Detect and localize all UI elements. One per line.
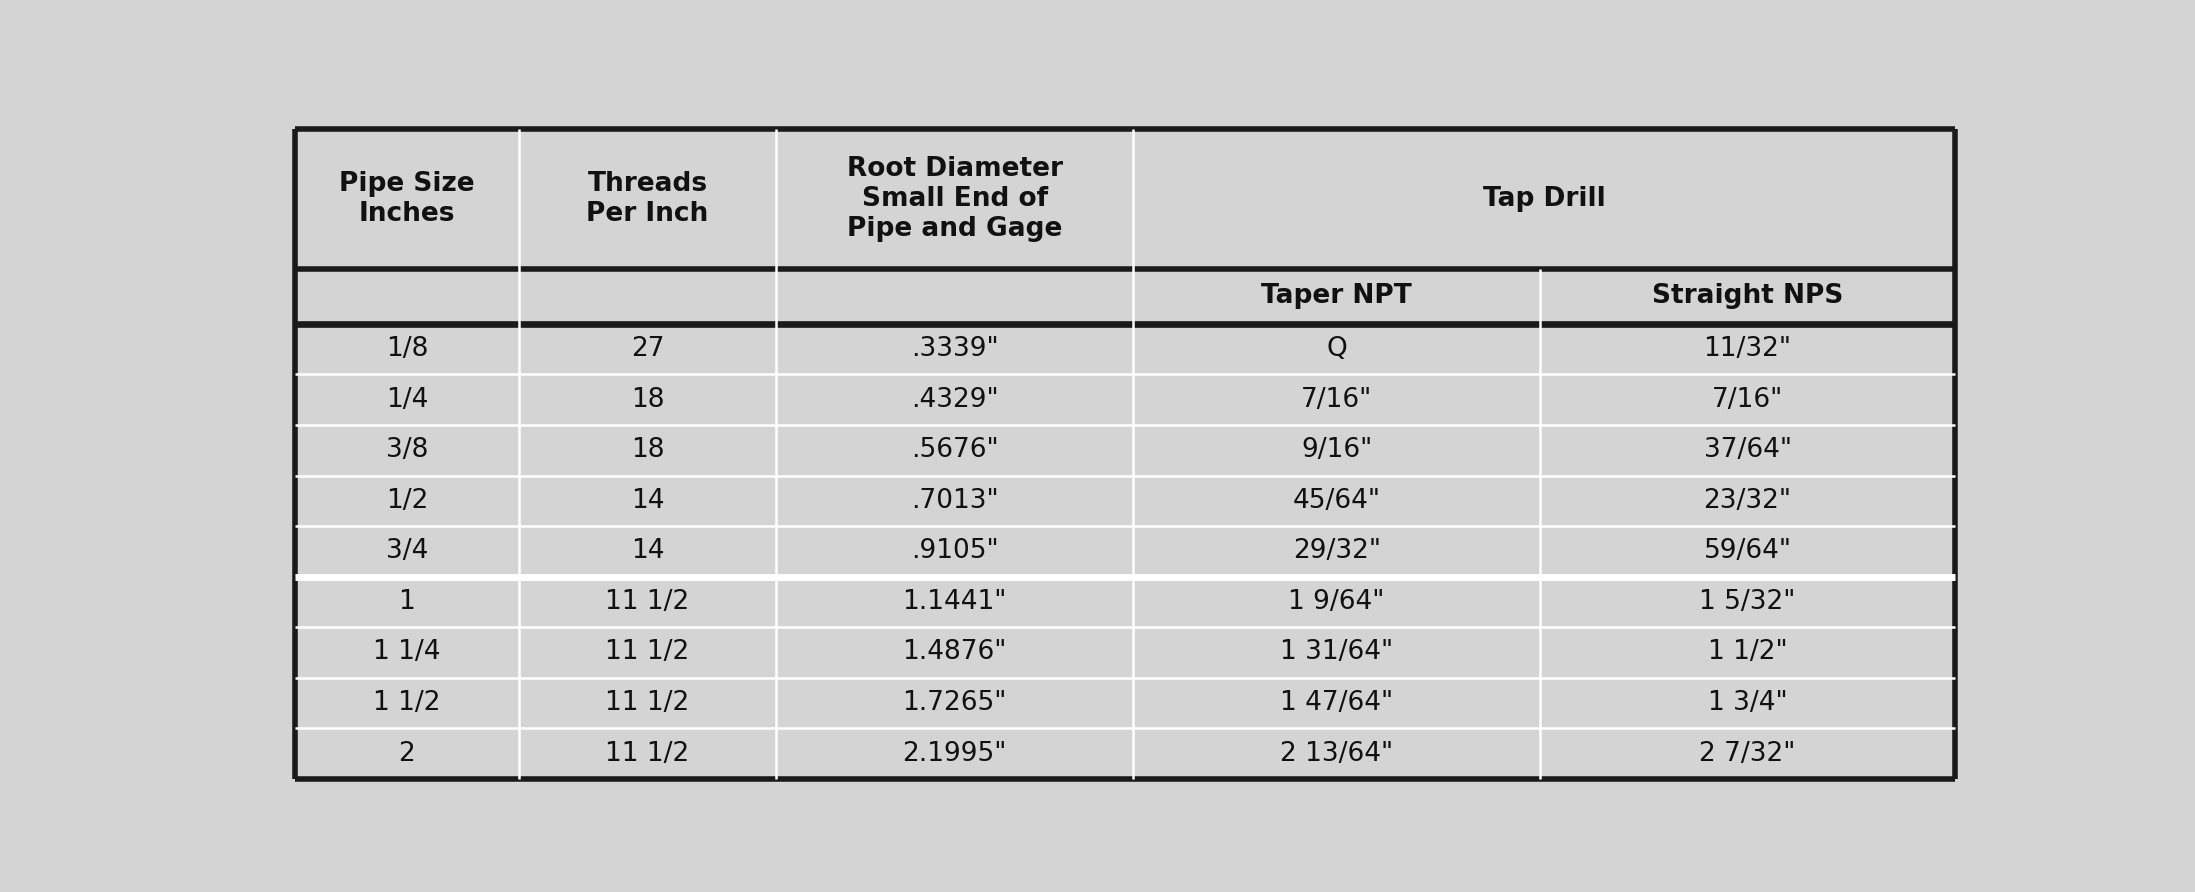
Text: 1 1/2": 1 1/2" bbox=[1708, 640, 1787, 665]
Text: 14: 14 bbox=[630, 539, 665, 565]
Text: 3/8: 3/8 bbox=[386, 437, 428, 463]
Text: 7/16": 7/16" bbox=[1712, 387, 1782, 413]
Text: 1 1/4: 1 1/4 bbox=[373, 640, 441, 665]
Text: 1: 1 bbox=[399, 589, 415, 615]
Text: .9105": .9105" bbox=[911, 539, 999, 565]
Text: Taper NPT: Taper NPT bbox=[1262, 284, 1411, 310]
Text: Threads
Per Inch: Threads Per Inch bbox=[586, 171, 709, 227]
Text: 59/64": 59/64" bbox=[1703, 539, 1791, 565]
Text: Pipe Size
Inches: Pipe Size Inches bbox=[338, 171, 474, 227]
Text: Root Diameter
Small End of
Pipe and Gage: Root Diameter Small End of Pipe and Gage bbox=[847, 156, 1062, 242]
Text: 14: 14 bbox=[630, 488, 665, 514]
Text: 18: 18 bbox=[630, 387, 665, 413]
Text: 11 1/2: 11 1/2 bbox=[606, 640, 689, 665]
Text: .5676": .5676" bbox=[911, 437, 999, 463]
Text: 1/8: 1/8 bbox=[386, 336, 428, 362]
Text: 11 1/2: 11 1/2 bbox=[606, 589, 689, 615]
Text: 2 13/64": 2 13/64" bbox=[1280, 740, 1394, 766]
Text: 1/2: 1/2 bbox=[386, 488, 428, 514]
Text: 1/4: 1/4 bbox=[386, 387, 428, 413]
Text: 11/32": 11/32" bbox=[1703, 336, 1791, 362]
Text: 27: 27 bbox=[630, 336, 665, 362]
Text: 37/64": 37/64" bbox=[1703, 437, 1791, 463]
Text: 1 5/32": 1 5/32" bbox=[1699, 589, 1796, 615]
Text: .3339": .3339" bbox=[911, 336, 999, 362]
Text: 11 1/2: 11 1/2 bbox=[606, 740, 689, 766]
Text: 1 47/64": 1 47/64" bbox=[1280, 690, 1394, 716]
Text: 23/32": 23/32" bbox=[1703, 488, 1791, 514]
Text: Q: Q bbox=[1326, 336, 1348, 362]
Text: 1 1/2: 1 1/2 bbox=[373, 690, 441, 716]
Text: 1 3/4": 1 3/4" bbox=[1708, 690, 1787, 716]
Text: 1.1441": 1.1441" bbox=[902, 589, 1008, 615]
Text: .4329": .4329" bbox=[911, 387, 999, 413]
Text: 1.7265": 1.7265" bbox=[902, 690, 1008, 716]
Text: 2 7/32": 2 7/32" bbox=[1699, 740, 1796, 766]
Text: 7/16": 7/16" bbox=[1302, 387, 1372, 413]
Text: 3/4: 3/4 bbox=[386, 539, 428, 565]
Text: .7013": .7013" bbox=[911, 488, 999, 514]
Text: 45/64": 45/64" bbox=[1293, 488, 1381, 514]
Text: 18: 18 bbox=[630, 437, 665, 463]
Text: 2.1995": 2.1995" bbox=[902, 740, 1008, 766]
Text: 1 31/64": 1 31/64" bbox=[1280, 640, 1394, 665]
Text: 1.4876": 1.4876" bbox=[902, 640, 1008, 665]
Text: Straight NPS: Straight NPS bbox=[1653, 284, 1844, 310]
Text: Tap Drill: Tap Drill bbox=[1484, 186, 1605, 212]
Text: 2: 2 bbox=[399, 740, 415, 766]
Text: 9/16": 9/16" bbox=[1302, 437, 1372, 463]
Text: 11 1/2: 11 1/2 bbox=[606, 690, 689, 716]
Text: 29/32": 29/32" bbox=[1293, 539, 1381, 565]
Text: 1 9/64": 1 9/64" bbox=[1288, 589, 1385, 615]
